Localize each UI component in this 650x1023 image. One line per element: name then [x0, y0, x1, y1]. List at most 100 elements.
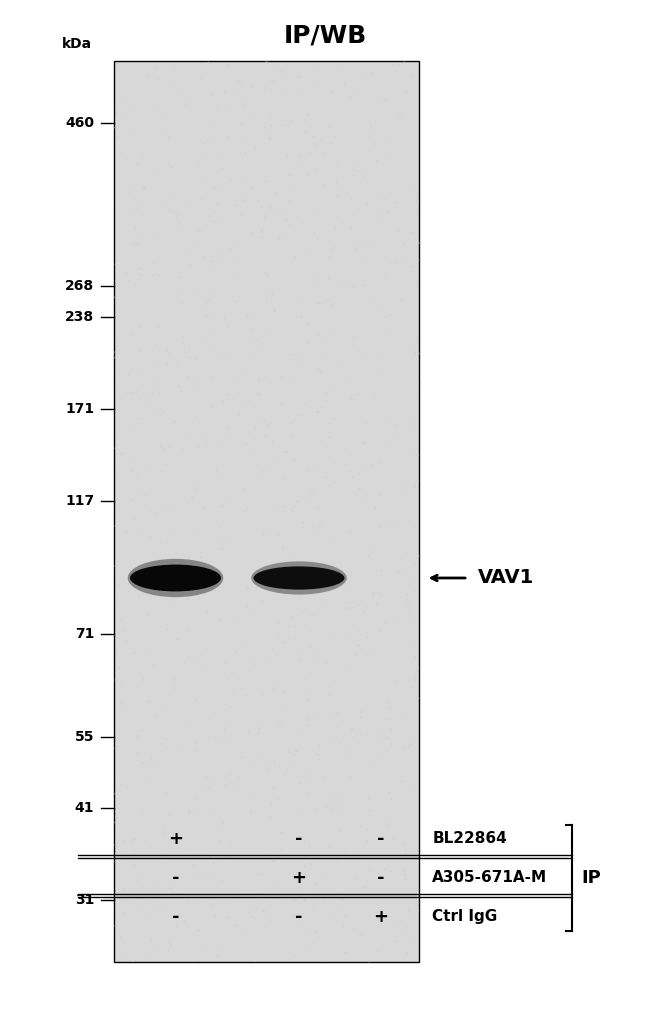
Point — [399, 938, 410, 954]
Point — [120, 892, 131, 908]
Point — [254, 262, 265, 278]
Point — [293, 292, 304, 308]
Point — [219, 510, 229, 527]
Point — [376, 530, 387, 546]
Point — [237, 174, 248, 190]
Point — [179, 326, 190, 343]
Point — [155, 536, 165, 552]
Point — [227, 251, 238, 267]
Point — [227, 160, 237, 176]
Point — [179, 587, 189, 604]
Point — [268, 591, 279, 608]
Point — [246, 172, 256, 188]
Point — [320, 756, 330, 772]
Point — [252, 331, 262, 348]
Point — [370, 623, 381, 639]
Point — [162, 787, 173, 803]
Point — [221, 777, 231, 794]
Point — [120, 579, 131, 595]
Point — [231, 116, 242, 132]
Point — [259, 285, 269, 302]
Point — [407, 224, 417, 240]
Point — [223, 763, 233, 780]
Point — [155, 81, 165, 97]
Point — [140, 457, 150, 474]
Point — [259, 901, 269, 918]
Point — [333, 854, 343, 871]
Point — [383, 165, 393, 181]
Point — [406, 776, 417, 793]
Point — [257, 944, 268, 961]
Point — [250, 419, 261, 436]
Point — [158, 809, 168, 826]
Point — [196, 70, 206, 86]
Point — [307, 878, 318, 894]
Point — [302, 753, 312, 769]
Point — [213, 676, 224, 693]
Point — [259, 119, 270, 135]
Point — [382, 106, 393, 123]
Point — [246, 446, 256, 462]
Point — [237, 382, 248, 398]
Point — [159, 907, 170, 924]
Point — [227, 735, 237, 751]
Point — [233, 518, 244, 534]
Point — [370, 923, 380, 939]
Point — [173, 379, 183, 395]
Point — [343, 217, 354, 233]
Point — [347, 817, 358, 834]
Point — [356, 872, 366, 888]
Point — [249, 658, 259, 674]
Point — [131, 236, 141, 253]
Point — [220, 151, 231, 168]
Point — [292, 935, 303, 951]
Point — [259, 919, 270, 935]
Point — [343, 264, 354, 280]
Point — [281, 424, 292, 440]
Point — [291, 158, 302, 174]
Point — [372, 325, 382, 342]
Point — [325, 626, 335, 642]
Point — [313, 470, 323, 486]
Point — [135, 342, 146, 358]
Point — [118, 701, 128, 717]
Point — [267, 937, 278, 953]
Point — [370, 499, 381, 516]
Point — [223, 318, 233, 335]
Point — [352, 871, 362, 887]
Point — [112, 345, 123, 361]
Point — [115, 449, 125, 465]
Point — [200, 469, 211, 485]
Point — [311, 279, 322, 296]
Point — [243, 543, 254, 560]
Point — [354, 736, 364, 752]
Text: 55: 55 — [75, 729, 94, 744]
Point — [413, 473, 423, 489]
Point — [357, 71, 367, 87]
Point — [219, 310, 229, 326]
Point — [327, 882, 337, 898]
Point — [174, 222, 185, 238]
Point — [306, 559, 317, 575]
Point — [403, 170, 413, 186]
Point — [386, 863, 396, 880]
Point — [322, 603, 333, 619]
Point — [193, 314, 203, 330]
Point — [215, 214, 226, 230]
Point — [369, 938, 380, 954]
Point — [188, 651, 198, 667]
Point — [190, 742, 201, 758]
Point — [239, 628, 250, 644]
Point — [215, 719, 226, 736]
Point — [220, 83, 230, 99]
Point — [250, 139, 260, 155]
Point — [267, 230, 278, 247]
Point — [207, 209, 218, 225]
Point — [252, 899, 262, 916]
Point — [365, 691, 376, 707]
Point — [123, 171, 133, 187]
Point — [290, 498, 300, 515]
Point — [259, 821, 270, 838]
Point — [410, 290, 421, 306]
Point — [186, 781, 196, 797]
